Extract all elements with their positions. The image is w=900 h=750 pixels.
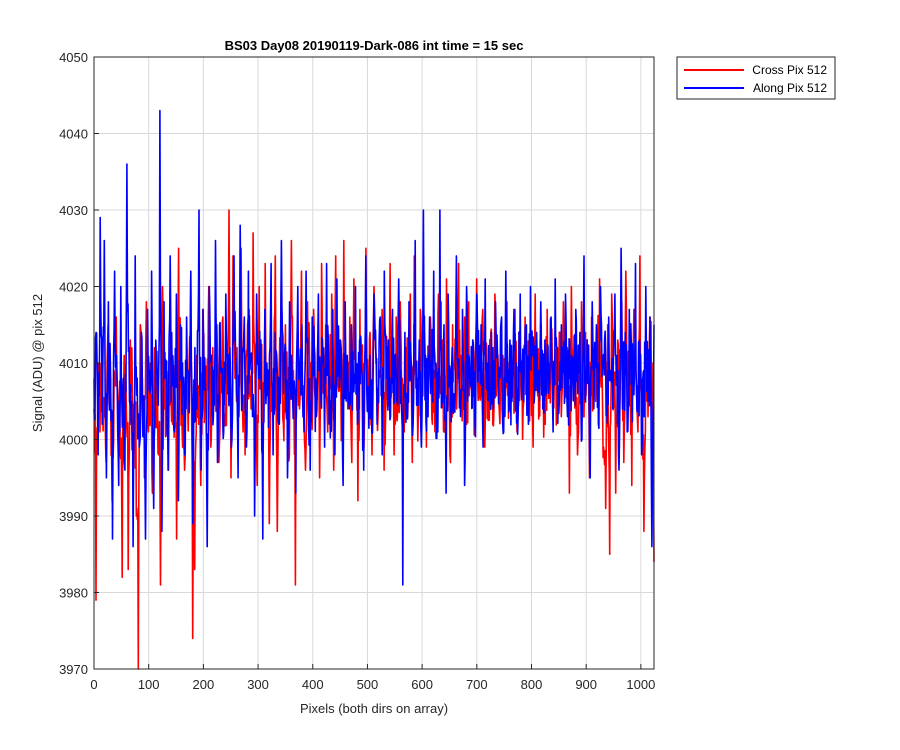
series-layer — [93, 109, 655, 670]
y-tick-label: 4040 — [59, 127, 88, 142]
legend: Cross Pix 512 Along Pix 512 — [676, 56, 836, 100]
y-tick-label: 4020 — [59, 280, 88, 295]
y-tick-label: 3970 — [59, 662, 88, 677]
y-tick-label: 3990 — [59, 509, 88, 524]
legend-label-along: Along Pix 512 — [753, 81, 827, 95]
legend-box — [676, 56, 836, 100]
y-tick-label: 4010 — [59, 356, 88, 371]
x-tick-label: 400 — [302, 677, 324, 692]
x-tick-label: 300 — [247, 677, 269, 692]
y-tick-label: 4050 — [59, 50, 88, 65]
x-tick-label: 200 — [193, 677, 215, 692]
x-tick-label: 500 — [357, 677, 379, 692]
x-tick-label: 800 — [521, 677, 543, 692]
legend-label-cross: Cross Pix 512 — [752, 63, 827, 77]
series-line-along-pix-512 — [93, 109, 655, 586]
axis-ticks: 0 100 200 300 400 500 600 700 800 900 1000 3970 3980… — [59, 50, 655, 692]
y-tick-label: 3980 — [59, 586, 88, 601]
x-axis-label: Pixels (both dirs on array) — [300, 701, 448, 716]
x-tick-label: 0 — [90, 677, 97, 692]
y-axis-label: Signal (ADU) @ pix 512 — [30, 294, 45, 432]
x-tick-label: 600 — [411, 677, 433, 692]
y-tick-label: 4000 — [59, 433, 88, 448]
x-tick-label: 1000 — [626, 677, 655, 692]
y-tick-label: 4030 — [59, 203, 88, 218]
chart-title: BS03 Day08 20190119-Dark-086 int time = … — [225, 38, 524, 53]
x-tick-label: 700 — [466, 677, 488, 692]
x-tick-label: 100 — [138, 677, 160, 692]
x-tick-label: 900 — [575, 677, 597, 692]
